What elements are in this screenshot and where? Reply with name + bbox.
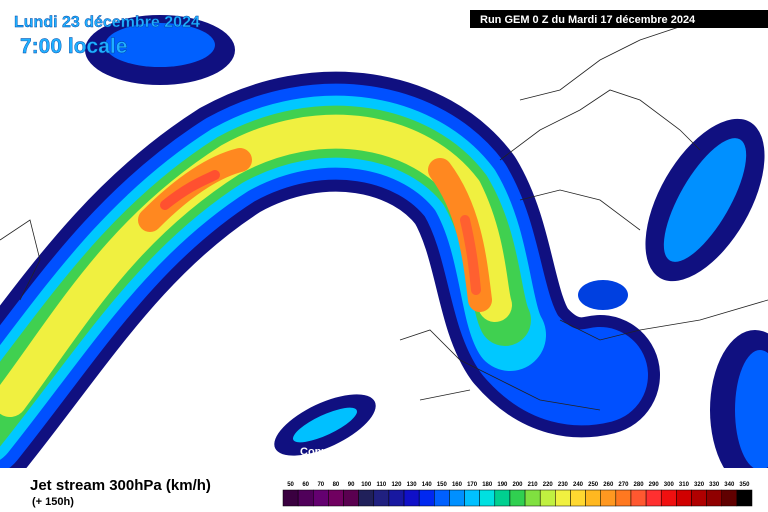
forecast-date: Lundi 23 décembre 2024 — [14, 14, 200, 31]
run-box — [470, 10, 768, 28]
scale-label: 200 — [512, 482, 523, 488]
scale-label: 270 — [618, 482, 629, 488]
scale-swatch — [555, 489, 571, 507]
jet-stream — [0, 71, 660, 487]
scale-label: 140 — [422, 482, 433, 488]
scale-label: 310 — [679, 482, 690, 488]
scale-swatch — [494, 489, 511, 507]
scale-swatch — [328, 489, 344, 507]
scale-label: 210 — [528, 482, 539, 488]
scale-swatch — [297, 489, 314, 507]
scale-label: 50 — [287, 482, 294, 488]
scale-swatch — [373, 489, 390, 507]
lead-time: (+ 150h) — [32, 496, 74, 508]
scale-label: 180 — [482, 482, 493, 488]
scale-swatch — [736, 489, 753, 507]
scale-swatch — [449, 489, 465, 507]
color-scale: 50 60 70 80 90 100 110 120 130 140 150 160 170 180 190… — [282, 482, 753, 507]
footer-title: Jet stream 300hPa (km/h) — [30, 477, 211, 494]
run-info: Run GEM 0 Z du Mardi 17 décembre 2024 — [480, 14, 696, 26]
scale-label: 340 — [724, 482, 735, 488]
scale-label: 170 — [467, 482, 478, 488]
scale-label: 100 — [361, 482, 372, 488]
scale-label: 330 — [709, 482, 720, 488]
scale-swatch — [691, 489, 707, 507]
scale-swatch — [343, 489, 359, 507]
scale-swatch — [660, 489, 677, 507]
scale-swatch — [282, 489, 299, 507]
scale-label: 110 — [376, 482, 386, 488]
scale-label: 70 — [317, 482, 324, 488]
scale-label: 130 — [407, 482, 418, 488]
scale-swatch — [615, 489, 632, 507]
scale-swatch — [600, 489, 617, 507]
scale-label: 240 — [573, 482, 584, 488]
jet-blobs — [85, 15, 768, 490]
scale-swatch — [676, 489, 692, 507]
scale-label: 260 — [603, 482, 614, 488]
scale-label: 250 — [588, 482, 599, 488]
scale-label: 60 — [302, 482, 309, 488]
scale-label: 300 — [664, 482, 675, 488]
scale-swatch — [464, 489, 480, 507]
scale-label: 160 — [452, 482, 463, 488]
scale-label: 320 — [694, 482, 705, 488]
scale-label: 120 — [391, 482, 402, 488]
scale-swatch — [313, 489, 329, 507]
scale-label: 80 — [333, 482, 340, 488]
scale-swatch — [570, 489, 586, 507]
scale-swatch — [418, 489, 435, 507]
scale-label: 230 — [558, 482, 569, 488]
scale-swatch — [539, 489, 556, 507]
scale-swatch — [358, 489, 375, 507]
scale-swatch — [479, 489, 496, 507]
scale-swatch — [721, 489, 738, 507]
scale-label: 220 — [543, 482, 554, 488]
scale-swatch — [706, 489, 722, 507]
scale-swatch — [434, 489, 450, 507]
scale-swatch — [585, 489, 601, 507]
scale-swatch — [630, 489, 647, 507]
scale-swatch — [524, 489, 541, 507]
scale-swatch — [403, 489, 420, 507]
scale-label: 290 — [649, 482, 660, 488]
forecast-time: 7:00 locale — [20, 35, 127, 58]
scale-label: 190 — [497, 482, 508, 488]
scale-label: 280 — [634, 482, 645, 488]
scale-label: 90 — [348, 482, 355, 488]
coastlines — [0, 19, 768, 411]
scale-swatch — [509, 489, 526, 507]
scale-label: 150 — [437, 482, 448, 488]
scale-label: 350 — [739, 482, 750, 488]
scale-swatch — [388, 489, 405, 507]
scale-swatch — [645, 489, 662, 507]
copyright: Copyright © 2024 Meteociel.fr — [300, 446, 456, 458]
